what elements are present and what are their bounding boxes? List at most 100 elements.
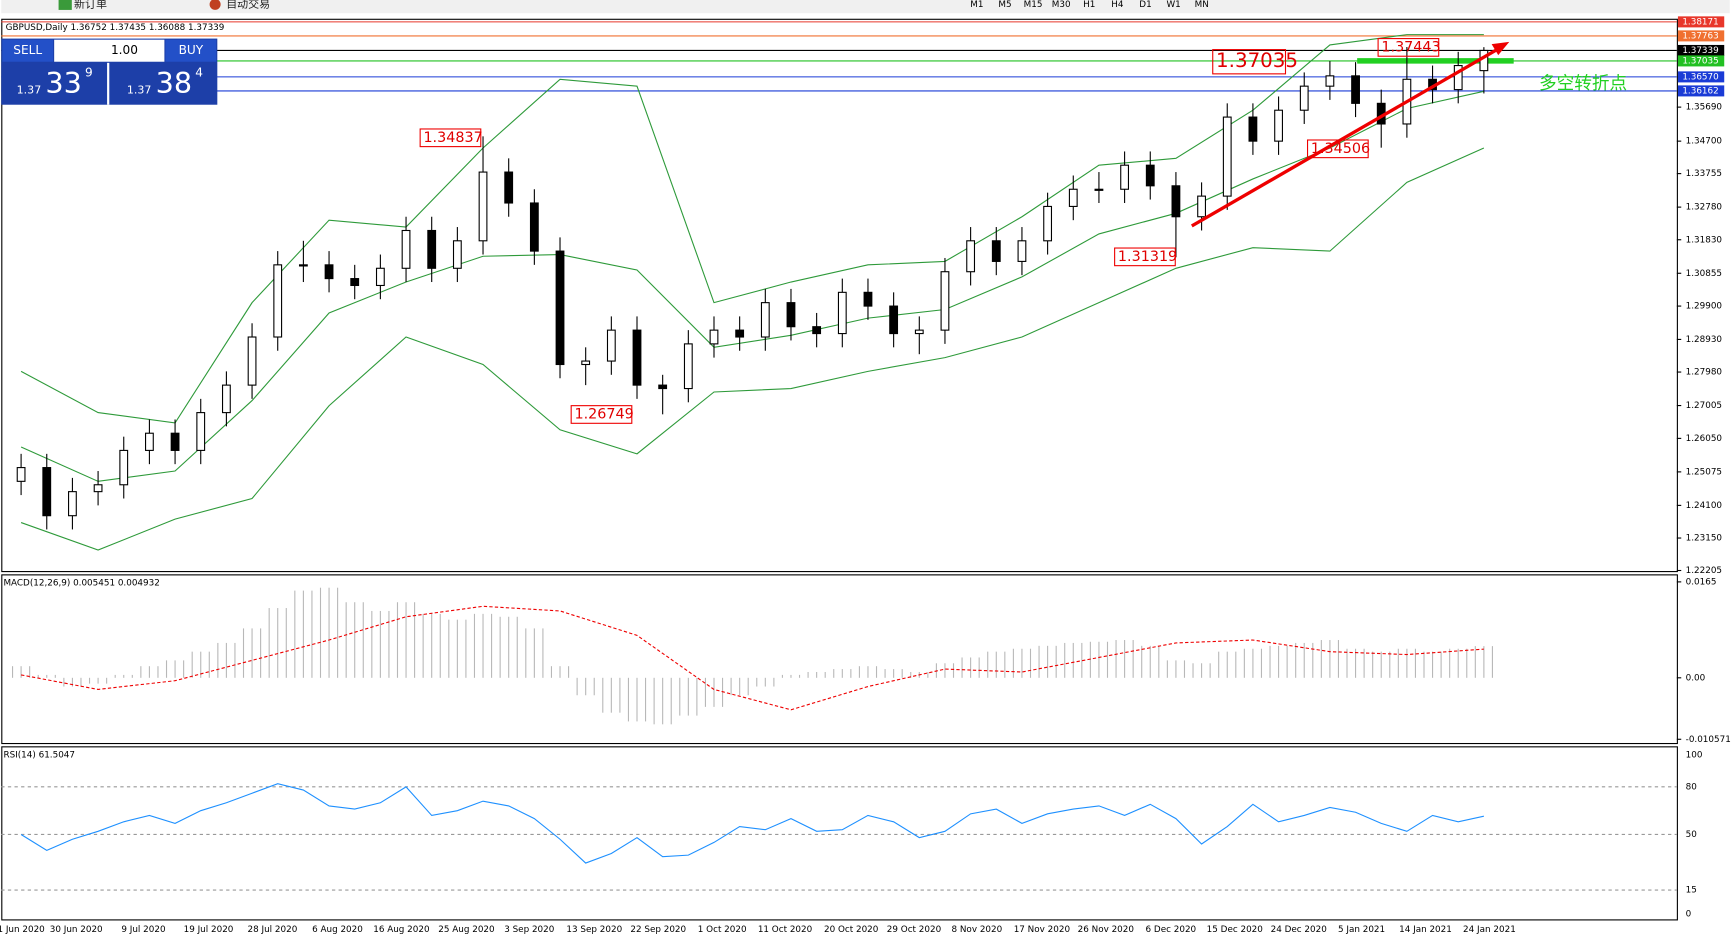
macd-title: MACD(12,26,9) 0.005451 0.004932 [3, 579, 159, 589]
annotation: 1.34506 [1311, 141, 1370, 157]
y-tick-label: 1.35690 [1686, 103, 1723, 113]
y-tick-label: 1.25075 [1686, 467, 1722, 477]
x-tick-label: 29 Oct 2020 [887, 925, 942, 935]
lots-input[interactable] [54, 39, 165, 62]
annotation-box [570, 405, 633, 424]
x-tick-label: 3 Sep 2020 [504, 925, 555, 935]
sell-label[interactable]: SELL [13, 43, 42, 57]
annotation: 多空转折点 [1539, 73, 1627, 94]
x-tick-label: 6 Aug 2020 [312, 925, 363, 935]
candle-body [452, 240, 462, 269]
y-tick-label: 1.34700 [1686, 137, 1723, 147]
trade-panel: SELL 1.00 BUY 1.37 33 9 1.37 38 4 [1, 38, 218, 105]
level-tag [1677, 44, 1725, 56]
arrow-head [1491, 41, 1510, 56]
new-order[interactable]: 新订单 [74, 0, 107, 10]
rsi-tick-label: 15 [1686, 886, 1697, 896]
timeframe[interactable]: M15 [1024, 0, 1043, 10]
timeframe[interactable]: H1 [1083, 0, 1095, 10]
candle-body [170, 432, 180, 451]
candle-body [889, 305, 899, 335]
candle-body [375, 267, 385, 287]
y-tick-label: 1.27005 [1686, 401, 1722, 411]
x-tick-label: 1 Jun 2020 [0, 925, 45, 935]
candle-body [940, 271, 950, 331]
sell-pips[interactable]: 33 [45, 66, 81, 100]
buy-button[interactable] [165, 39, 217, 62]
candle-body [1043, 205, 1053, 242]
level-tag [1677, 55, 1725, 67]
y-tick-label: 1.22205 [1686, 566, 1722, 576]
timeframe[interactable]: M5 [998, 0, 1011, 10]
x-tick-label: 5 Jan 2021 [1338, 925, 1385, 935]
level-label: 1.36162 [1682, 86, 1718, 96]
candle-body [1068, 188, 1078, 207]
rsi-tick-label: 80 [1686, 782, 1698, 792]
auto-trading[interactable]: 自动交易 [226, 0, 270, 10]
timeframe[interactable]: M30 [1052, 0, 1071, 10]
annotation: 1.37443 [1381, 39, 1440, 55]
annotation-box [1114, 247, 1176, 267]
x-tick-label: 1 Oct 2020 [698, 925, 747, 935]
toolbar-bg [1, 0, 1730, 14]
timeframe[interactable]: M1 [970, 0, 983, 10]
x-tick-label: 22 Sep 2020 [630, 925, 686, 935]
x-tick-label: 24 Dec 2020 [1271, 925, 1328, 935]
candle-body [632, 329, 642, 386]
candle-body [401, 229, 411, 269]
level-tag [1677, 16, 1725, 28]
candle-body [837, 291, 847, 335]
timeframe[interactable]: D1 [1139, 0, 1151, 10]
x-tick-label: 30 Jun 2020 [50, 925, 103, 935]
buy-big[interactable]: 1.37 [127, 83, 152, 96]
timeframe[interactable]: MN [1195, 0, 1209, 10]
x-tick-label: 11 Oct 2020 [758, 925, 813, 935]
rsi-title: RSI(14) 61.5047 [3, 751, 75, 761]
candle-body [324, 264, 334, 280]
auto-trade-icon[interactable] [209, 0, 221, 10]
x-tick-label: 13 Sep 2020 [566, 925, 622, 935]
new-order-icon[interactable] [58, 0, 72, 10]
x-tick-label: 17 Nov 2020 [1014, 925, 1071, 935]
candle-body [1197, 195, 1206, 218]
y-tick-label: 1.32780 [1686, 203, 1723, 213]
y-tick-label: 1.31830 [1686, 235, 1723, 245]
candle-body [93, 484, 103, 493]
chart-title: GBPUSD,Daily 1.36752 1.37435 1.36088 1.3… [6, 23, 225, 33]
timeframe[interactable]: H4 [1111, 0, 1124, 10]
x-tick-label: 19 Jul 2020 [184, 925, 234, 935]
lots[interactable]: 1.00 [111, 43, 138, 57]
timeframe[interactable]: W1 [1166, 0, 1180, 10]
sell-button[interactable] [2, 39, 54, 62]
x-tick-label: 14 Jan 2021 [1399, 925, 1452, 935]
candle-body [1017, 240, 1027, 262]
buy-point[interactable]: 4 [195, 65, 203, 79]
candle-body [1222, 116, 1232, 197]
y-tick-label: 1.23150 [1686, 534, 1723, 544]
level-tag [1677, 85, 1725, 97]
annotation-box [1377, 38, 1440, 57]
macd-tick-label: -0.010571 [1686, 735, 1731, 745]
x-tick-label: 24 Jan 2021 [1463, 925, 1516, 935]
x-tick-label: 28 Jul 2020 [248, 925, 298, 935]
buy-label[interactable]: BUY [179, 43, 204, 57]
x-tick-label: 9 Jul 2020 [121, 925, 166, 935]
sell-big[interactable]: 1.37 [17, 83, 42, 96]
y-tick-label: 1.26050 [1686, 434, 1723, 444]
y-tick-label: 1.28930 [1686, 335, 1723, 345]
y-tick-label: 1.27980 [1686, 368, 1723, 378]
sell-point[interactable]: 9 [85, 65, 93, 79]
candle-body [760, 302, 770, 338]
main-panel [1, 18, 1678, 573]
x-tick-label: 15 Dec 2020 [1207, 925, 1264, 935]
band-lower [20, 147, 1485, 551]
level-label: 1.37763 [1682, 31, 1718, 41]
candle-body [247, 336, 257, 386]
y-tick-label: 1.30855 [1686, 269, 1722, 279]
candle-body [1171, 185, 1181, 218]
candle-body [1145, 164, 1155, 187]
candle-body [735, 329, 745, 338]
buy-pips[interactable]: 38 [156, 66, 192, 100]
candle-body [786, 302, 796, 328]
